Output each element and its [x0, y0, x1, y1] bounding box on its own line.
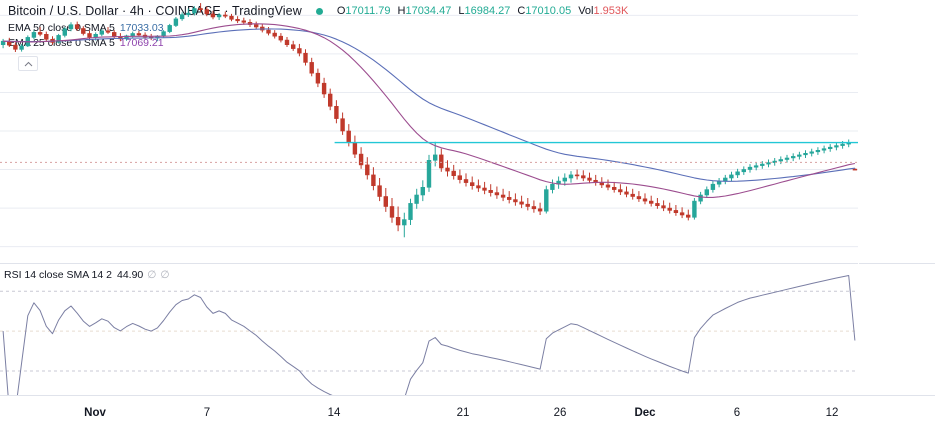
ohlc-open-value: 17011.79 — [345, 5, 391, 17]
ohlc-high-value: 17034.47 — [405, 5, 452, 17]
ohlc-low-label: L — [458, 5, 465, 17]
market-status-dot — [315, 7, 323, 15]
price-chart-svg — [0, 3, 858, 248]
time-axis-tick: 21 — [456, 407, 470, 419]
legend-rsi-name: RSI 14 close SMA 14 2 — [4, 269, 112, 281]
time-axis[interactable]: Nov 7 14 21 26 Dec 6 12 — [0, 395, 935, 430]
legend-rsi-extra-2: ∅ — [160, 269, 170, 281]
ohlc-close-label: C — [517, 5, 526, 17]
price-axis[interactable]: USD 21000.0020000.0019000.0018000.001700… — [858, 0, 935, 395]
time-axis-tick: Dec — [634, 407, 656, 419]
price-chart-pane[interactable] — [0, 0, 858, 262]
ohlc-high-label: H — [397, 5, 406, 17]
time-axis-tick: 7 — [203, 407, 211, 419]
ohlc-values: O17011.79 H17034.47 L16984.27 C17010.05 Vol1… — [337, 5, 636, 17]
legend-ema-50[interactable]: EMA 50 close 0 SMA 5 17033.03 — [8, 22, 164, 34]
ohlc-vol-label: Vol — [578, 5, 594, 17]
time-axis-tick: 26 — [553, 407, 567, 419]
rsi-chart-pane[interactable] — [0, 264, 858, 395]
symbol-title[interactable]: Bitcoin / U.S. Dollar · 4h · COINBASE · … — [8, 4, 302, 18]
ohlc-close-value: 17010.05 — [525, 5, 572, 17]
legend-ema-50-name: EMA 50 close 0 SMA 5 — [8, 22, 115, 34]
rsi-chart-svg — [0, 275, 858, 395]
time-axis-tick: 14 — [327, 407, 341, 419]
chevron-up-icon — [24, 61, 32, 66]
time-axis-tick: 12 — [825, 407, 839, 419]
legend-rsi[interactable]: RSI 14 close SMA 14 2 44.90 ∅ ∅ — [4, 269, 170, 281]
ohlc-low-value: 16984.27 — [464, 5, 511, 17]
ohlc-vol-value: 1.953K — [593, 5, 629, 17]
ohlc-open-label: O — [336, 5, 346, 17]
time-axis-tick: Nov — [84, 407, 106, 419]
legend-rsi-value: 44.90 — [116, 269, 144, 281]
legend-ema-25-value: 17069.21 — [119, 37, 164, 49]
time-axis-tick: 6 — [733, 407, 741, 419]
legend-rsi-extra-1: ∅ — [147, 269, 157, 281]
chart-legend-header: Bitcoin / U.S. Dollar · 4h · COINBASE · … — [8, 4, 635, 18]
pane-divider — [0, 263, 935, 264]
pane-collapse-button[interactable] — [18, 56, 38, 71]
legend-ema-50-value: 17033.03 — [119, 22, 164, 34]
